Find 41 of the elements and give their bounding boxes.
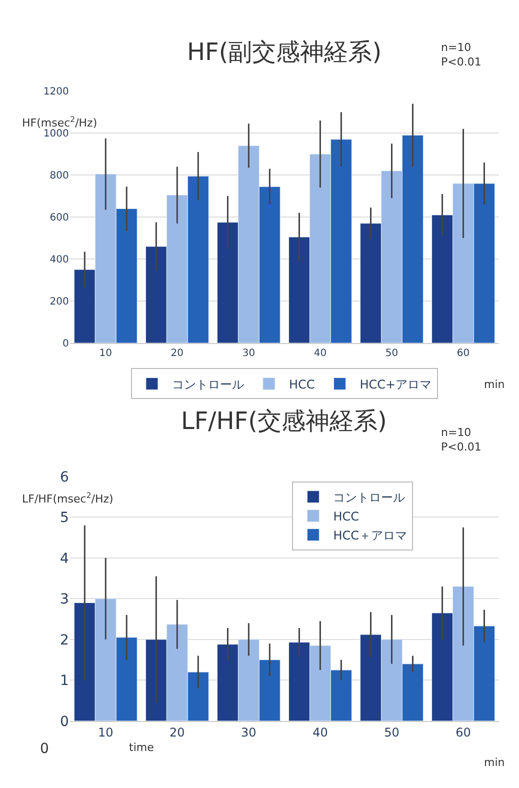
y-tick-label: 2 xyxy=(60,632,69,648)
legend-label: HCC＋アロマ xyxy=(333,528,407,542)
y-tick-label: 800 xyxy=(50,170,69,182)
y-tick-label: 4 xyxy=(60,550,69,567)
x-tick-label: 30 xyxy=(242,348,256,360)
y-axis-title: LF/HF(msec$^{2}$/Hz) xyxy=(22,491,114,506)
x-tick-label: 20 xyxy=(170,725,185,740)
y-tick-label: 0 xyxy=(60,714,69,730)
x-tick-label: 10 xyxy=(99,348,112,360)
y-tick-label: 1200 xyxy=(43,86,69,98)
text: time xyxy=(129,741,154,754)
chart-title: HF(副交感神経系) xyxy=(187,38,382,66)
x-tick-label: 10 xyxy=(98,725,114,740)
x-tick-label: 20 xyxy=(170,348,184,360)
legend-label: HCC xyxy=(333,509,359,524)
x-tick-label: 50 xyxy=(384,725,400,740)
chart-title: LF/HF(交感神経系) xyxy=(181,407,387,435)
y-tick-label: 1 xyxy=(60,673,69,690)
x-tick-label: 30 xyxy=(241,725,256,740)
legend-label: コントロール xyxy=(172,377,244,392)
text: n=10 P<0.01 xyxy=(441,41,482,68)
y-tick-label: 3 xyxy=(60,592,69,608)
legend-label: HCC+アロマ xyxy=(360,377,432,392)
x-tick-label: 60 xyxy=(456,348,470,360)
y-tick-label: 5 xyxy=(60,510,69,526)
y-tick-label: 600 xyxy=(50,212,69,224)
x-tick-label: 60 xyxy=(456,725,471,740)
x-tick-label: 50 xyxy=(385,348,398,360)
text: min xyxy=(484,378,505,391)
text: n=10 P<0.01 xyxy=(441,426,482,454)
y-tick-label: 200 xyxy=(50,296,69,308)
x-tick-label: 40 xyxy=(312,725,328,740)
legend-label: コントロール xyxy=(333,490,406,504)
x-tick-label: 40 xyxy=(314,348,327,360)
y-tick-label: 1000 xyxy=(43,128,69,140)
legend-label: HCC xyxy=(288,377,315,392)
y-axis-title: HF(msec$^{2}$/Hz) xyxy=(22,115,98,130)
text: min xyxy=(484,756,505,769)
y-tick-label: 6 xyxy=(60,469,69,486)
y-tick-label: 0 xyxy=(62,338,69,350)
y-tick-label: 400 xyxy=(50,254,69,266)
